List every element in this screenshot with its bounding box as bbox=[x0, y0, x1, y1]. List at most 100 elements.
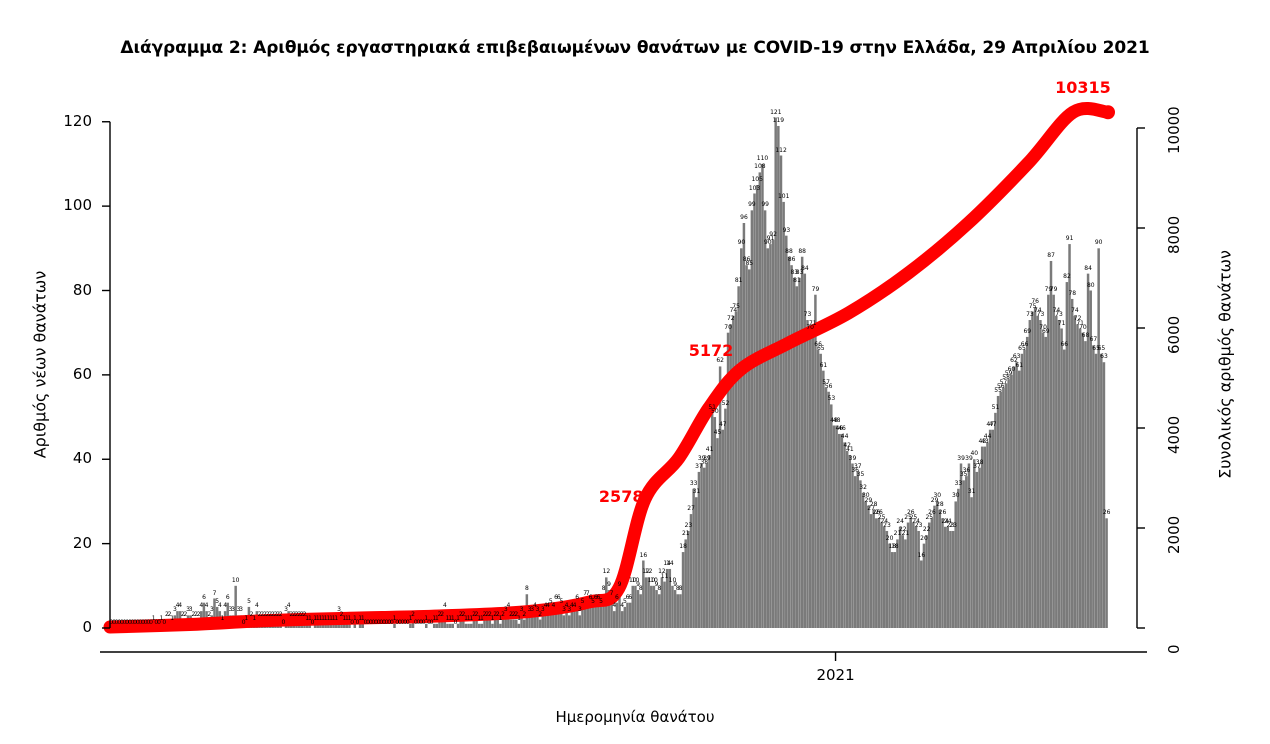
bar bbox=[393, 623, 396, 628]
bar-value-label: 0 bbox=[281, 619, 286, 626]
bar-value-label: 25 bbox=[909, 513, 918, 521]
bar-value-label: 57 bbox=[822, 378, 830, 386]
bar bbox=[435, 623, 439, 628]
bar-value-label: 0 bbox=[127, 619, 132, 626]
bar-value-label: 2 bbox=[458, 610, 463, 618]
bar-value-label: 66 bbox=[1020, 340, 1029, 348]
bar-value-label: 79 bbox=[1044, 285, 1053, 293]
bar bbox=[941, 518, 944, 628]
bar-value-label: 5 bbox=[580, 597, 585, 605]
bar-value-label: 2 bbox=[299, 610, 304, 618]
bar-value-label: 90 bbox=[1094, 239, 1103, 247]
y-axis-right-tick-label: 6000 bbox=[1165, 315, 1183, 354]
bar bbox=[734, 311, 738, 628]
bar-value-label: 3 bbox=[337, 606, 341, 614]
bar bbox=[676, 594, 679, 628]
bar bbox=[515, 619, 518, 628]
bar-value-label: 0 bbox=[355, 619, 360, 626]
bar-value-label: 11 bbox=[660, 572, 669, 580]
bar-value-label: 3 bbox=[535, 606, 540, 614]
bar-value-label: 56 bbox=[824, 382, 833, 390]
bar bbox=[951, 530, 955, 628]
bar-value-label: 26 bbox=[875, 509, 883, 517]
bar bbox=[1023, 349, 1026, 628]
bar-value-label: 3 bbox=[231, 606, 236, 614]
bar bbox=[480, 623, 484, 628]
bar bbox=[636, 590, 640, 628]
bar bbox=[679, 594, 682, 628]
bar bbox=[774, 117, 777, 628]
bar bbox=[702, 467, 706, 628]
bar-value-label: 105 bbox=[751, 176, 763, 183]
bar bbox=[800, 256, 804, 628]
bar-value-label: 2 bbox=[270, 610, 275, 618]
bar bbox=[573, 611, 576, 629]
bar-value-label: 2 bbox=[474, 610, 479, 618]
bar-value-label: 69 bbox=[1041, 327, 1050, 335]
bar bbox=[927, 522, 931, 628]
y-axis-right-tick-label: 2000 bbox=[1165, 515, 1183, 554]
bar bbox=[710, 412, 714, 628]
page-title: Διάγραμμα 2: Αριθμός εργαστηριακά επιβεβ… bbox=[120, 38, 1150, 58]
bar-value-label: 80 bbox=[1086, 281, 1095, 289]
bar bbox=[615, 602, 619, 628]
bar-value-label: 1 bbox=[159, 614, 164, 622]
bar bbox=[485, 619, 489, 628]
bar bbox=[957, 488, 960, 628]
bar-value-label: 4 bbox=[506, 602, 511, 610]
bar bbox=[483, 619, 486, 628]
bar bbox=[451, 623, 454, 628]
bar-value-label: 5 bbox=[247, 597, 251, 605]
bar bbox=[920, 560, 923, 628]
bar bbox=[758, 172, 762, 629]
bar bbox=[594, 602, 597, 628]
bar-value-label: 0 bbox=[241, 619, 246, 626]
bar-value-label: 0 bbox=[379, 619, 384, 626]
bar bbox=[202, 602, 206, 628]
bar-value-label: 103 bbox=[748, 184, 761, 192]
bar-value-label: 23 bbox=[949, 522, 957, 529]
bar bbox=[575, 602, 579, 628]
bar-value-label: 72 bbox=[1073, 315, 1082, 323]
bar bbox=[504, 615, 507, 628]
bar-value-label: 2 bbox=[485, 610, 490, 618]
bar-value-label: 74 bbox=[1052, 306, 1061, 314]
bar-value-label: 61 bbox=[1015, 361, 1024, 369]
bar-value-label: 26 bbox=[1102, 509, 1111, 517]
bar-value-label: 1 bbox=[464, 614, 469, 622]
bar-value-label: 0 bbox=[382, 619, 386, 626]
bar-value-label: 0 bbox=[310, 619, 315, 626]
y-axis-right-tick-label: 4000 bbox=[1165, 415, 1183, 454]
bar bbox=[313, 623, 317, 628]
bar bbox=[570, 611, 574, 629]
bar bbox=[763, 210, 767, 628]
bar-value-label: 2 bbox=[268, 610, 273, 618]
bar-value-label: 73 bbox=[1036, 311, 1045, 318]
bar-value-label: 48 bbox=[832, 416, 841, 424]
bar-value-label: 50 bbox=[711, 408, 719, 416]
y-axis-right-tick-label: 10000 bbox=[1165, 106, 1183, 154]
bar-value-label: 35 bbox=[856, 471, 865, 479]
bar-value-label: 21 bbox=[901, 530, 910, 538]
bar-value-label: 27 bbox=[867, 505, 875, 513]
y-axis-left-tick-label: 60 bbox=[72, 364, 92, 383]
bar bbox=[1094, 353, 1098, 628]
bar-value-label: 65 bbox=[1092, 344, 1100, 352]
bar-value-label: 2 bbox=[262, 610, 267, 618]
bar-value-label: 26 bbox=[928, 509, 936, 517]
bar bbox=[790, 265, 793, 628]
bar bbox=[986, 442, 989, 629]
bar bbox=[1052, 294, 1055, 628]
bar-value-label: 8 bbox=[657, 585, 662, 593]
bar-value-label: 96 bbox=[740, 214, 748, 221]
bar-value-label: 69 bbox=[1023, 327, 1032, 335]
bar-value-label: 1 bbox=[490, 614, 495, 622]
bar-value-label: 121 bbox=[770, 108, 782, 116]
bar-value-label: 2 bbox=[265, 610, 270, 618]
bar bbox=[512, 619, 515, 628]
bar bbox=[528, 615, 531, 628]
bar-value-label: 43 bbox=[978, 437, 987, 445]
bar bbox=[732, 315, 735, 628]
bar-value-label: 12 bbox=[642, 568, 650, 576]
